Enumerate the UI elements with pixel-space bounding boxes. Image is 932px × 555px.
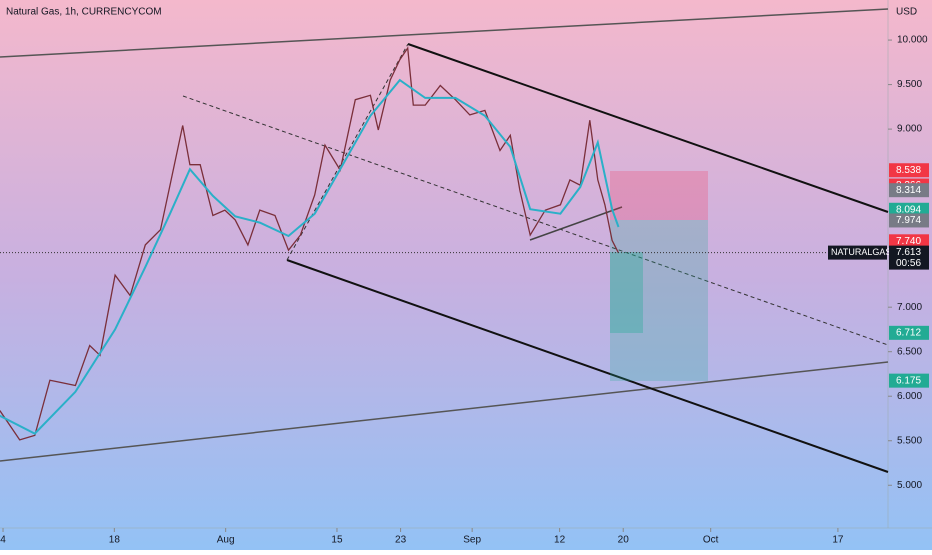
price-tag-label: 7.740 xyxy=(896,236,921,247)
price-tag-label: 7.613 xyxy=(896,247,921,258)
price-tag-label: 6.712 xyxy=(896,327,921,338)
chart-title: Natural Gas, 1h, CURRENCYCOM xyxy=(6,7,162,18)
y-tick-label: 9.500 xyxy=(897,79,922,90)
y-tick-label: 7.000 xyxy=(897,302,922,313)
price-tag xyxy=(889,202,929,217)
price-tag-label: 8.094 xyxy=(896,204,921,215)
axis-unit: USD xyxy=(896,7,917,18)
countdown: 00:56 xyxy=(896,258,921,269)
price-tag-label: 7.974 xyxy=(896,215,921,226)
x-tick-label: Oct xyxy=(703,535,719,546)
y-tick-label: 10.000 xyxy=(897,35,928,46)
price-tag xyxy=(889,183,929,198)
x-tick-label: 4 xyxy=(0,535,6,546)
connector xyxy=(286,43,409,261)
y-tick-label: 6.000 xyxy=(897,391,922,402)
y-tick-label: 5.500 xyxy=(897,435,922,446)
x-tick-label: Sep xyxy=(463,535,481,546)
target-zone xyxy=(610,220,708,381)
x-tick-label: 12 xyxy=(554,535,566,546)
price-tag xyxy=(889,325,929,340)
trend-line xyxy=(0,361,889,462)
price-tag xyxy=(889,234,929,249)
trend-line xyxy=(0,8,889,58)
x-tick-label: Aug xyxy=(217,535,235,546)
channel-line xyxy=(286,259,889,473)
x-tick-label: 20 xyxy=(618,535,630,546)
x-tick-label: 17 xyxy=(832,535,844,546)
y-tick-label: 9.000 xyxy=(897,124,922,135)
series-line xyxy=(0,78,620,435)
y-tick-label: 5.000 xyxy=(897,480,922,491)
price-tag-label: 8.538 xyxy=(896,165,921,176)
x-tick-label: 18 xyxy=(109,535,121,546)
price-tag xyxy=(889,163,929,178)
progress-zone xyxy=(610,252,643,333)
x-tick-label: 23 xyxy=(395,535,407,546)
price-tag-label: 8.314 xyxy=(896,185,921,196)
stop-zone xyxy=(610,171,708,220)
price-tag-label: 6.175 xyxy=(896,375,921,386)
price-tag xyxy=(889,373,929,388)
x-tick-label: 15 xyxy=(331,535,343,546)
channel-mid xyxy=(182,95,889,346)
y-tick-label: 6.500 xyxy=(897,346,922,357)
symbol-name: NATURALGAS xyxy=(831,247,891,257)
symbol-tag xyxy=(828,245,887,260)
price-tag xyxy=(889,213,929,228)
price-tag xyxy=(889,245,929,270)
channel-line xyxy=(407,43,889,213)
